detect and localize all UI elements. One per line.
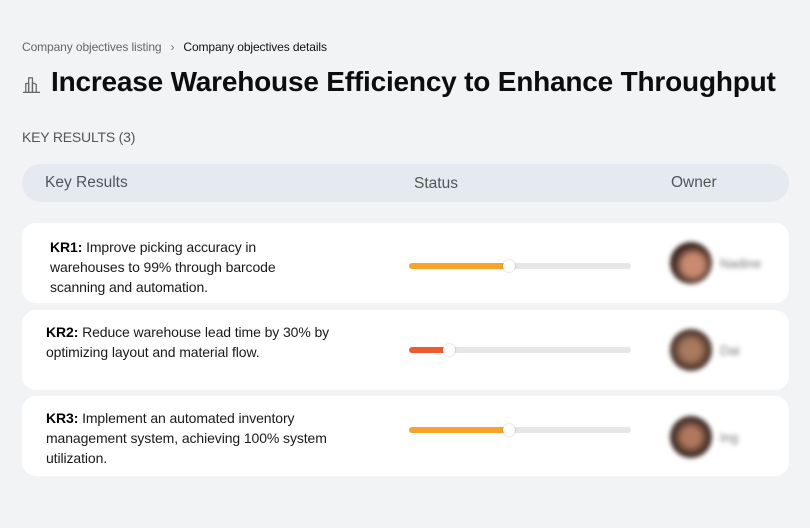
key-result-code: KR3: (46, 410, 79, 426)
key-result-text: Implement an automated inventory managem… (46, 410, 327, 466)
breadcrumb: Company objectives listing › Company obj… (22, 40, 327, 54)
progress-fill (409, 263, 509, 269)
key-result-text: Reduce warehouse lead time by 30% by opt… (46, 324, 330, 360)
column-header-status: Status (414, 175, 458, 192)
owner[interactable]: Dai (670, 329, 740, 371)
key-result-description: KR3: Implement an automated inventory ma… (46, 408, 346, 468)
progress-bar (409, 424, 631, 436)
chevron-right-icon: › (170, 40, 175, 54)
progress-knob[interactable] (502, 424, 515, 436)
page-title: Increase Warehouse Efficiency to Enhance… (51, 66, 776, 97)
progress-fill (409, 347, 449, 353)
owner-name: Nadine (720, 255, 762, 271)
progress-bar (409, 260, 631, 272)
progress-knob[interactable] (502, 260, 515, 272)
owner[interactable]: Ing (670, 416, 738, 458)
column-header-key-results: Key Results (45, 174, 128, 191)
key-result-description: KR1: Improve picking accuracy in warehou… (50, 237, 320, 297)
avatar (670, 242, 712, 284)
progress-bar (409, 344, 631, 356)
owner-name: Ing (720, 429, 739, 445)
table-header: Key Results Status Owner (22, 164, 789, 202)
avatar (670, 416, 712, 458)
key-result-row[interactable]: KR2: Reduce warehouse lead time by 30% b… (22, 310, 789, 390)
objective-header: Increase Warehouse Efficiency to Enhance… (22, 66, 776, 98)
owner-name: Dai (720, 342, 740, 358)
key-result-text: Improve picking accuracy in warehouses t… (50, 239, 276, 295)
key-results-count-label: KEY RESULTS (3) (22, 129, 136, 145)
key-result-row[interactable]: KR3: Implement an automated inventory ma… (22, 396, 789, 476)
column-header-owner: Owner (671, 174, 717, 191)
key-result-code: KR2: (46, 324, 79, 340)
buildings-icon (22, 76, 41, 93)
key-result-code: KR1: (50, 239, 83, 255)
key-result-description: KR2: Reduce warehouse lead time by 30% b… (46, 322, 346, 362)
owner[interactable]: Nadine (670, 242, 761, 284)
avatar (670, 329, 712, 371)
key-result-row[interactable]: KR1: Improve picking accuracy in warehou… (22, 223, 789, 303)
breadcrumb-objectives-listing[interactable]: Company objectives listing (22, 40, 162, 54)
breadcrumb-objectives-details: Company objectives details (183, 40, 327, 54)
progress-fill (409, 427, 509, 433)
progress-knob[interactable] (442, 344, 455, 356)
